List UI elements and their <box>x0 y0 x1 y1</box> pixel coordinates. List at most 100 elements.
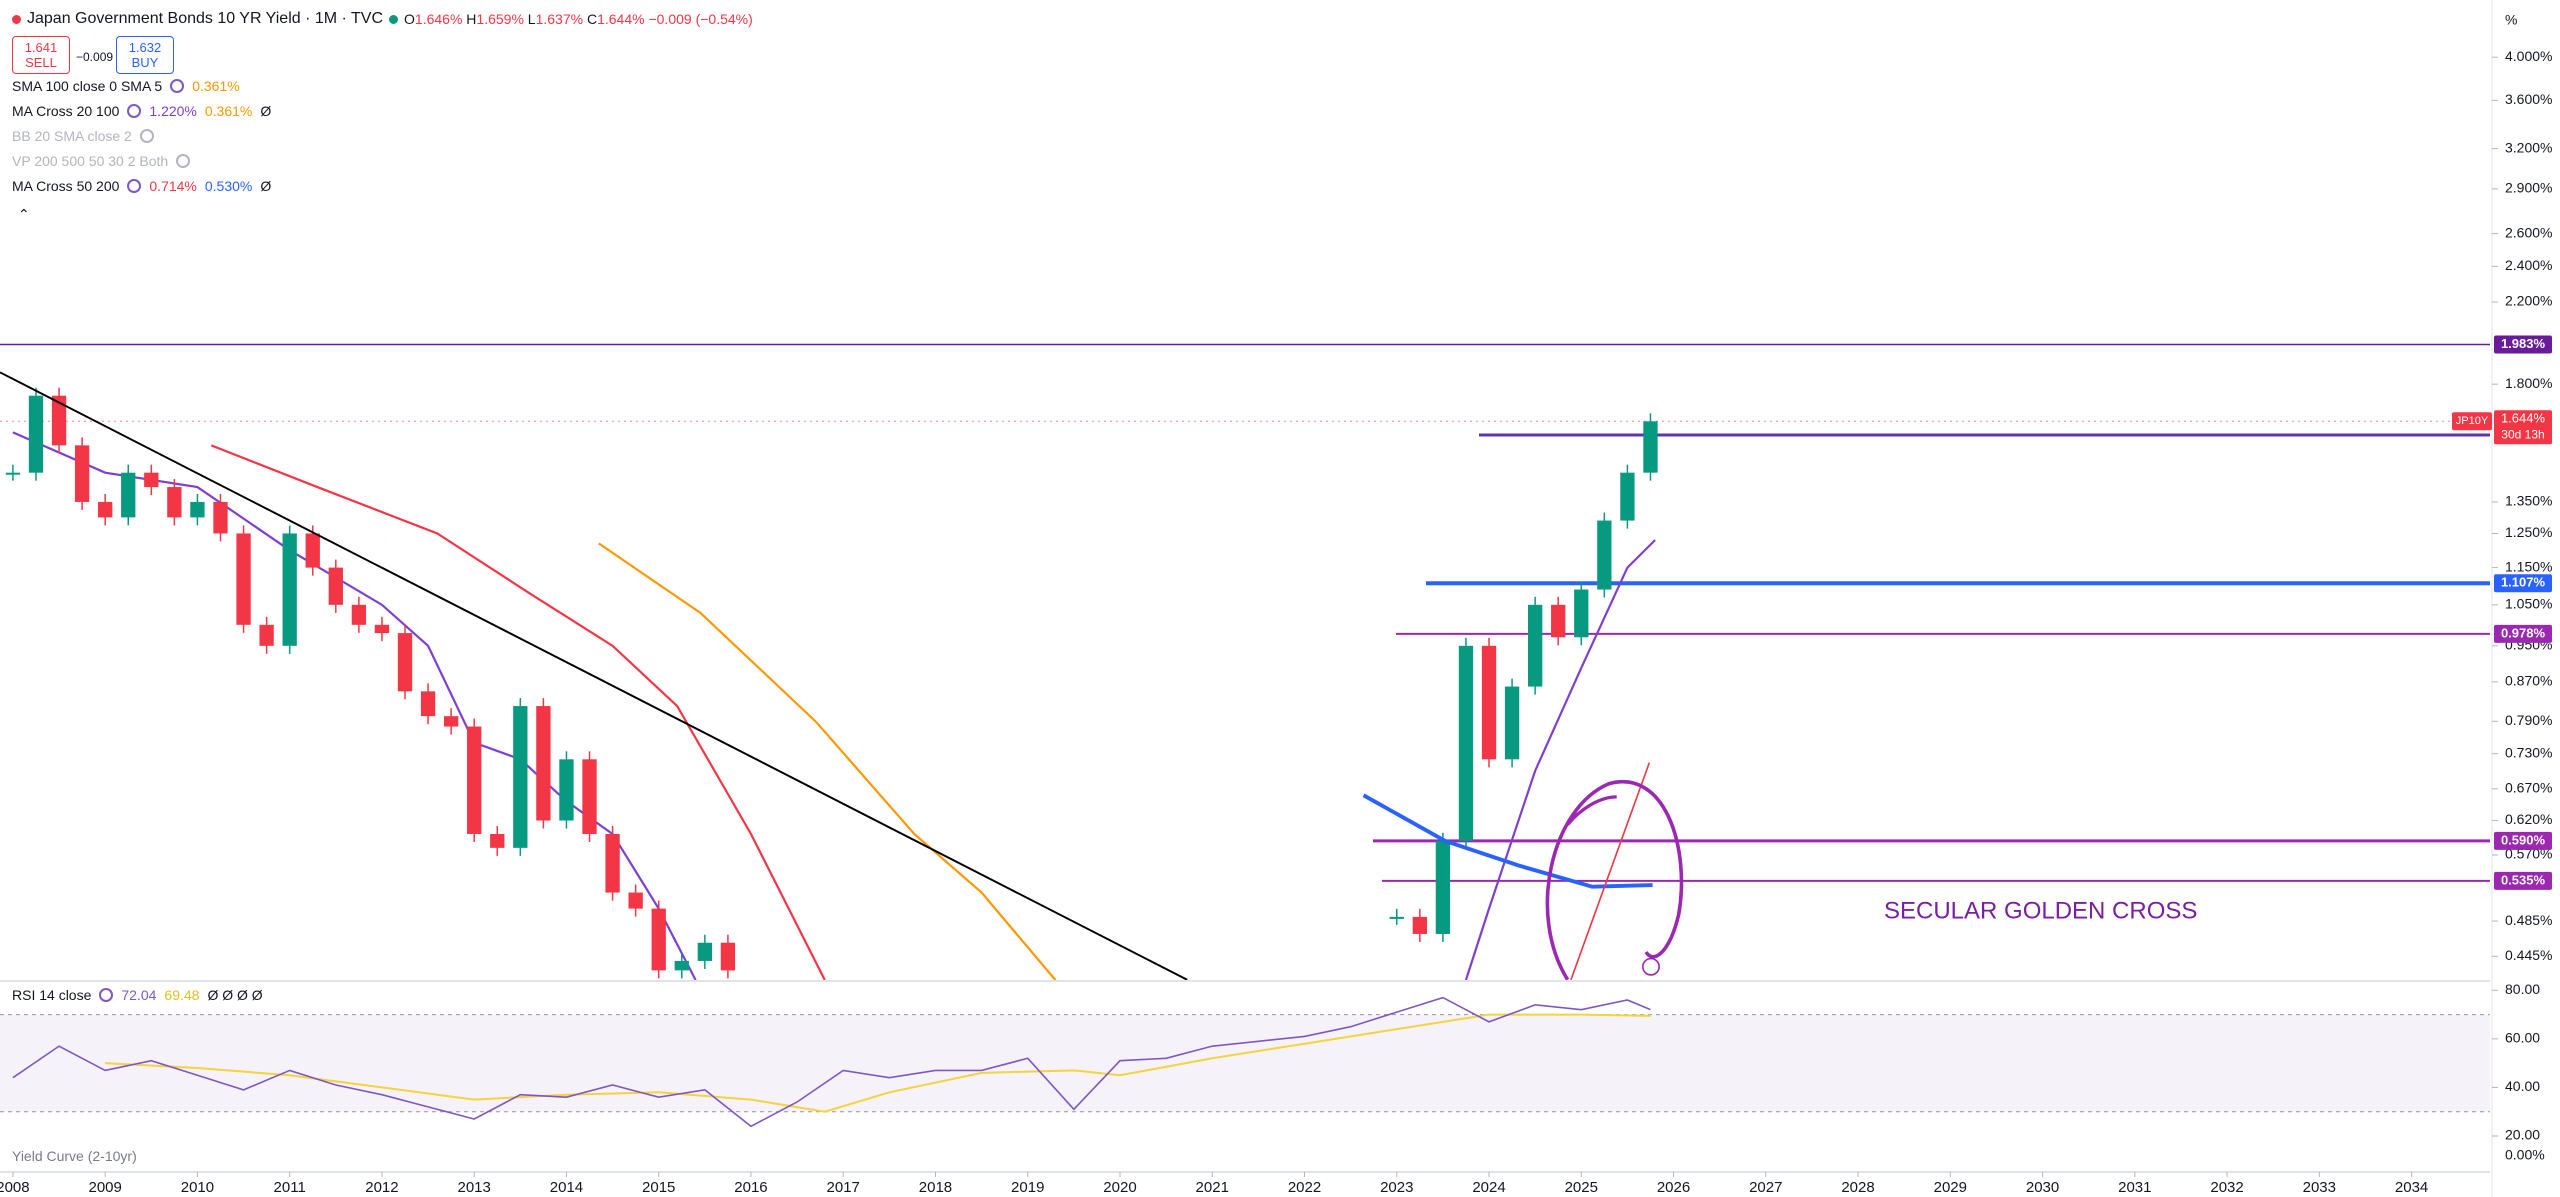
price: 1.632 <box>128 40 162 55</box>
label: SELL <box>25 55 57 70</box>
level-label-bg <box>2494 335 2552 354</box>
candle <box>1435 840 1451 934</box>
candle <box>328 567 343 605</box>
x-tick-label: 2034 <box>2395 1179 2428 1196</box>
settings-icon[interactable] <box>127 179 142 193</box>
settings-icon[interactable] <box>170 79 185 93</box>
x-tick-label: 2021 <box>1196 1179 1229 1196</box>
candle <box>213 501 228 534</box>
rsi-pane <box>0 996 2490 1128</box>
y-tick-label: 1.350% <box>2505 493 2552 509</box>
price-tag: 1.644% <box>2501 411 2546 426</box>
candle <box>674 960 689 971</box>
indicator-value: Ø <box>260 178 272 194</box>
candle <box>1481 645 1497 760</box>
indicator-row[interactable]: MA Cross 50 200 0.714% 0.530% Ø <box>12 178 271 194</box>
indicator-label: MA Cross 50 200 <box>12 178 120 194</box>
indicator-row[interactable]: SMA 100 close 0 SMA 5 0.361% <box>12 78 240 94</box>
candle <box>1620 472 1635 521</box>
candle <box>28 395 44 473</box>
x-tick-label: 2022 <box>1288 1179 1321 1196</box>
settings-icon[interactable] <box>176 154 191 168</box>
candle <box>74 445 90 502</box>
drawn-arc <box>1566 795 1617 826</box>
x-tick-label: 2031 <box>2118 1179 2151 1196</box>
candle <box>467 726 482 834</box>
yield-curve-legend: Yield Curve (2-10yr) <box>12 1148 137 1164</box>
candle <box>190 501 205 518</box>
drawn-line <box>1362 793 1653 889</box>
level-label-bg <box>2494 871 2552 890</box>
sell-button[interactable]: 1.641 SELL <box>12 36 70 74</box>
y-tick-label: 2.200% <box>2505 293 2552 309</box>
level-label-bg <box>2494 831 2552 850</box>
level-label: 0.535% <box>2501 872 2546 887</box>
trend-line <box>0 371 1188 980</box>
candle <box>490 833 505 848</box>
x-tick-label: 2023 <box>1380 1179 1413 1196</box>
candle <box>144 472 159 488</box>
y-tick-label: 0.620% <box>2505 811 2552 827</box>
buy-button[interactable]: 1.632 BUY <box>116 36 174 74</box>
candle <box>443 716 459 727</box>
annotation: SECULAR GOLDEN CROSS <box>1884 897 2197 924</box>
candle <box>98 501 113 518</box>
value: 1.637% <box>535 11 584 27</box>
x-tick-label: 2016 <box>734 1179 767 1196</box>
market-dot <box>389 14 399 24</box>
indicator-value: Ø <box>260 103 272 119</box>
icon[interactable] <box>99 988 114 1002</box>
collapse-button[interactable]: ⌃ <box>18 206 30 222</box>
indicator-row[interactable]: MA Cross 20 100 1.220% 0.361% Ø <box>12 103 271 119</box>
indicator-label: SMA 100 close 0 SMA 5 <box>12 78 163 94</box>
x-tick-label: 2028 <box>1841 1179 1874 1196</box>
x-tick-label: 2033 <box>2303 1179 2336 1196</box>
x-tick-label: 2025 <box>1565 1179 1598 1196</box>
settings-icon[interactable] <box>139 129 154 143</box>
candle <box>259 624 274 646</box>
indicator-row[interactable]: BB 20 SMA close 2 <box>12 128 154 144</box>
candle <box>605 833 620 893</box>
moving-average <box>598 542 1057 980</box>
candle <box>628 892 643 909</box>
status-dot <box>12 14 21 24</box>
y-tick-label: 3.600% <box>2505 91 2552 107</box>
candle <box>651 908 666 971</box>
axis-label: 0.00% <box>2505 1147 2545 1163</box>
ohlc: O1.646% H1.659% L1.637% C1.644% −0.009 (… <box>404 11 753 27</box>
indicator-value: 1.220% <box>149 103 197 119</box>
candle <box>374 624 390 634</box>
indicator-value: 0.361% <box>192 78 240 94</box>
x-tick-label: 2010 <box>181 1179 214 1196</box>
x-tick-label: 2013 <box>458 1179 491 1196</box>
candle <box>420 691 436 717</box>
price: 1.641 <box>24 40 58 55</box>
candle <box>720 942 736 971</box>
value: 69.48 <box>164 987 200 1003</box>
x-tick-label: 2019 <box>1011 1179 1044 1196</box>
x-tick-label: 2011 <box>274 1179 306 1196</box>
y-tick-label: 0.485% <box>2505 912 2552 928</box>
x-tick-label: 2029 <box>1934 1179 1967 1196</box>
candle <box>513 706 528 848</box>
indicator-value: 0.361% <box>204 103 253 119</box>
value: 1.646% <box>414 11 463 27</box>
rsi-tick-label: 20.00 <box>2505 1127 2540 1143</box>
candle <box>559 759 574 821</box>
settings-icon[interactable] <box>127 104 142 118</box>
candle <box>1527 604 1543 687</box>
level-label: 0.590% <box>2501 832 2546 847</box>
x-tick-label: 2009 <box>88 1179 121 1196</box>
alert-icon[interactable] <box>1641 957 1660 976</box>
moving-average <box>1464 539 1656 980</box>
y-tick-label: 3.200% <box>2505 139 2552 155</box>
moving-average <box>210 444 826 980</box>
spread: −0.009 <box>76 50 114 64</box>
y-tick-label: 2.400% <box>2505 257 2552 273</box>
moving-average <box>12 431 697 980</box>
y-tick-label: 1.050% <box>2505 596 2552 612</box>
rsi-tick-label: 80.00 <box>2505 981 2540 997</box>
indicator-row[interactable]: VP 200 500 50 30 2 Both <box>12 153 191 169</box>
symbol-title[interactable]: Japan Government Bonds 10 YR Yield · 1M … <box>27 10 384 27</box>
